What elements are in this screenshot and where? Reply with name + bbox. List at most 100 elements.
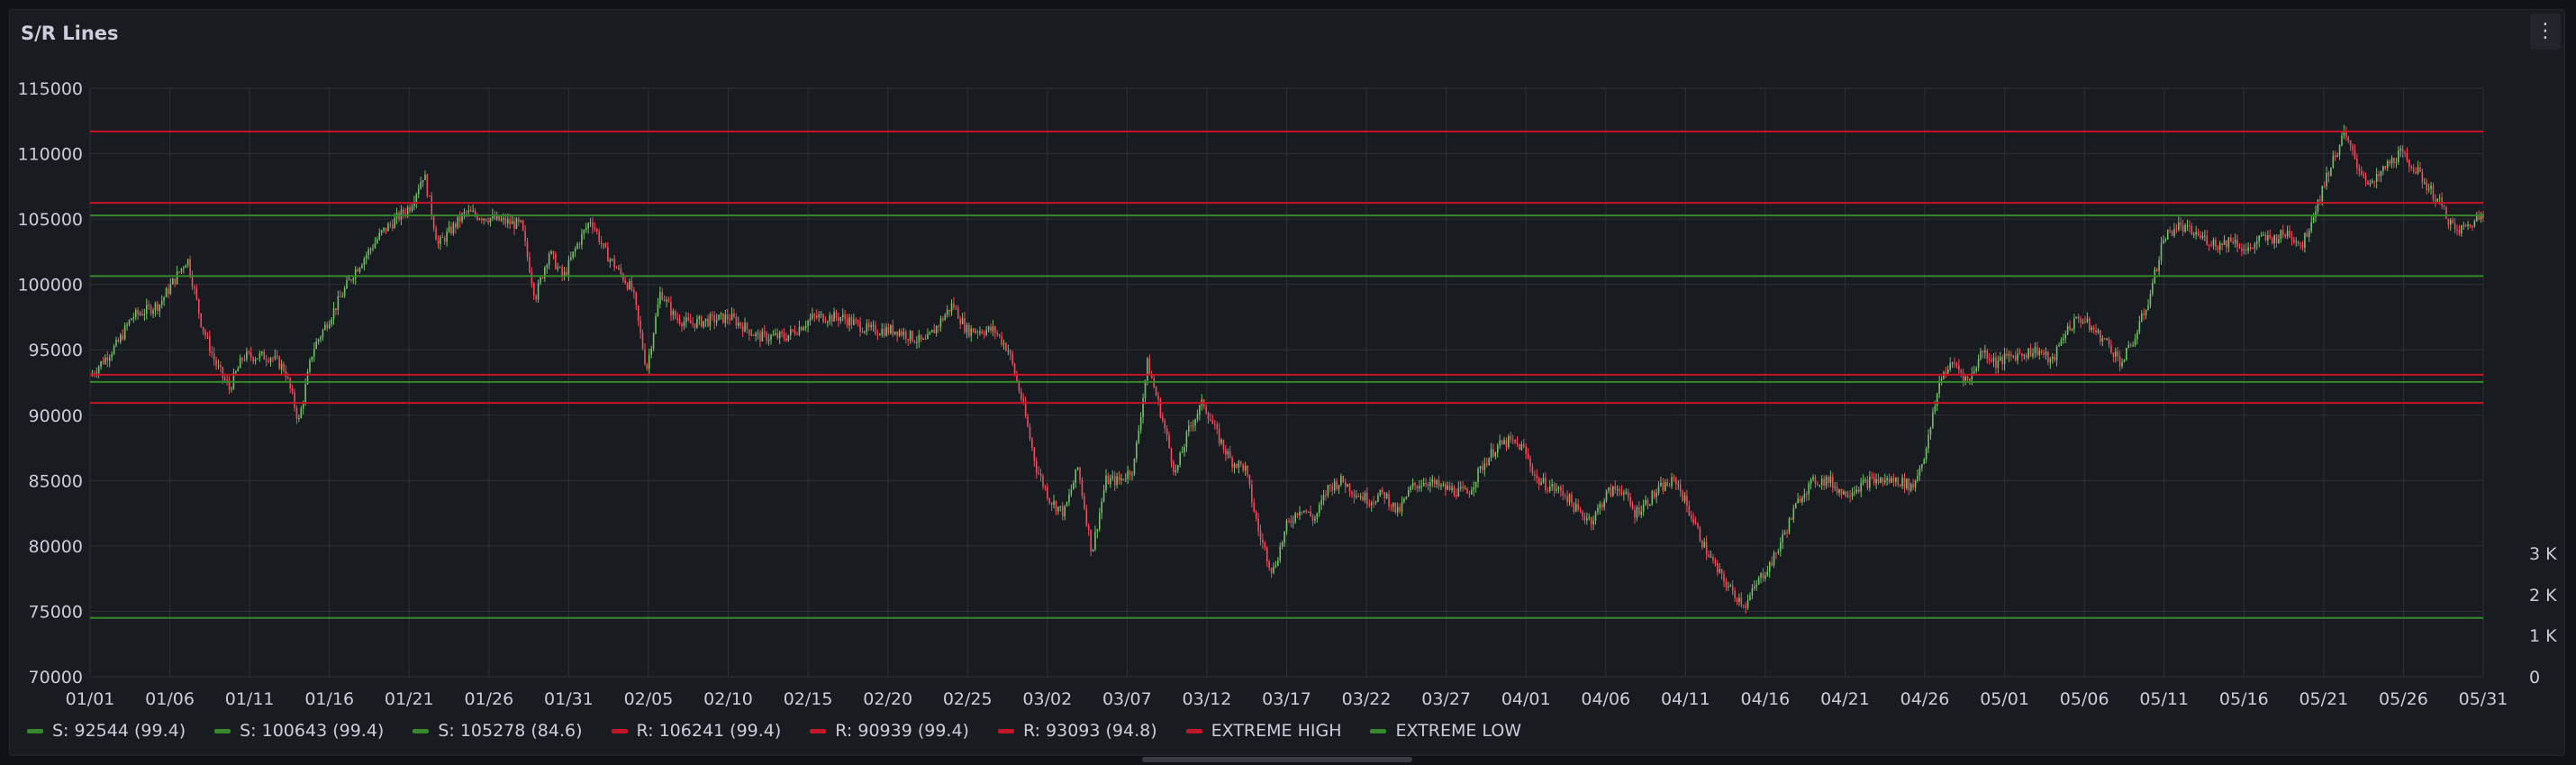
candle-body [2236,239,2238,248]
candle-body [2399,148,2402,151]
candle-body [1050,502,1053,505]
candle-body [1971,373,1973,380]
candle-body [757,332,759,334]
candle-body [2192,234,2195,236]
candle-body [1227,451,1229,455]
candle-body [803,327,805,331]
candle-body [1031,438,1033,449]
candle-body [515,218,518,229]
candle-body [1305,510,1308,513]
candle-body [2390,158,2393,164]
candle-body [633,289,635,293]
candle-body [2275,235,2278,243]
candle-body [930,330,933,332]
candle-body [939,318,942,327]
y-tick-label: 90000 [29,406,83,426]
candle-body [1984,351,1986,353]
x-tick-label: 03/17 [1262,689,1311,709]
candle-body [1482,466,1483,470]
candle-body [2023,354,2026,356]
legend-item[interactable]: EXTREME LOW [1370,717,1521,744]
y2-tick-label: 3 K [2529,544,2557,564]
candle-body [269,358,272,362]
candle-body [2461,225,2463,234]
candle-body [672,310,675,315]
candle-body [657,304,659,316]
candle-body [1022,399,1025,402]
candle-body [1207,413,1210,420]
x-tick-label: 05/11 [2139,689,2189,709]
candle-body [2163,240,2164,244]
candle-body [276,355,278,358]
horizontal-scrollbar[interactable] [1142,757,1412,762]
candle-body [1027,416,1029,427]
legend-item[interactable]: EXTREME HIGH [1185,717,1341,744]
candle-body [2082,321,2084,323]
candle-body [2206,235,2209,245]
candle-body [1005,342,1007,351]
candle-body [1368,504,1371,505]
candle-body [935,325,938,334]
candle-body [306,371,309,385]
candle-body [544,267,546,278]
candle-body [2158,260,2160,271]
candle-body [2358,168,2361,171]
candle-body [1440,485,1442,487]
candle-body [726,314,729,320]
legend-item[interactable]: S: 105278 (84.6) [413,717,583,744]
candle-body [248,351,250,353]
kebab-menu-icon[interactable]: ⋮ [2530,14,2561,50]
candle-body [1213,423,1216,425]
candle-body [241,358,243,360]
candle-body [1657,486,1660,494]
candle-body [813,314,816,315]
candle-body [1318,505,1320,514]
candle-body [2038,351,2041,355]
candle-body [916,342,918,343]
y2-tick-label: 2 K [2529,586,2557,606]
candle-body [239,358,241,369]
candle-body [1746,600,1749,608]
candle-body [2123,360,2126,362]
candle-body [108,357,111,361]
candle-body [2086,318,2089,323]
legend-item[interactable]: R: 93093 (94.8) [997,717,1157,744]
candle-body [1508,436,1510,448]
candle-body [1231,458,1233,468]
candle-body [2449,220,2452,225]
candle-body [268,360,269,362]
candle-body [518,218,520,222]
candle-body [289,378,292,389]
candle-body [1396,506,1399,513]
legend-item[interactable]: S: 92544 (99.4) [27,717,186,744]
candle-body [763,331,766,333]
candle-body [365,254,367,260]
candle-body [2197,232,2200,235]
candle-body [169,284,172,294]
candle-body [1405,496,1408,499]
candle-body [755,332,757,337]
legend-item[interactable]: R: 106241 (99.4) [611,717,781,744]
candle-body [1239,460,1242,464]
candle-body [1407,489,1410,496]
candle-body [567,260,570,275]
candle-body [670,302,672,315]
candle-body [1640,511,1643,515]
legend-item[interactable]: R: 90939 (99.4) [810,717,969,744]
chart-legend: S: 92544 (99.4) S: 100643 (99.4) S: 105278… [27,717,1550,744]
candle-body [120,334,122,342]
candle-body [1281,542,1283,547]
candle-body [1551,484,1553,487]
candle-body [1623,493,1625,495]
candle-body [1562,490,1565,496]
candle-body [2136,332,2138,340]
candle-body [585,228,587,231]
legend-label: S: 100643 (99.4) [240,721,385,741]
candle-body [794,331,796,334]
candle-body [663,299,666,302]
legend-item[interactable]: S: 100643 (99.4) [214,717,384,744]
candle-body [466,212,467,214]
candle-body [1170,448,1173,462]
candle-body [2436,198,2439,202]
candle-body [324,324,326,331]
